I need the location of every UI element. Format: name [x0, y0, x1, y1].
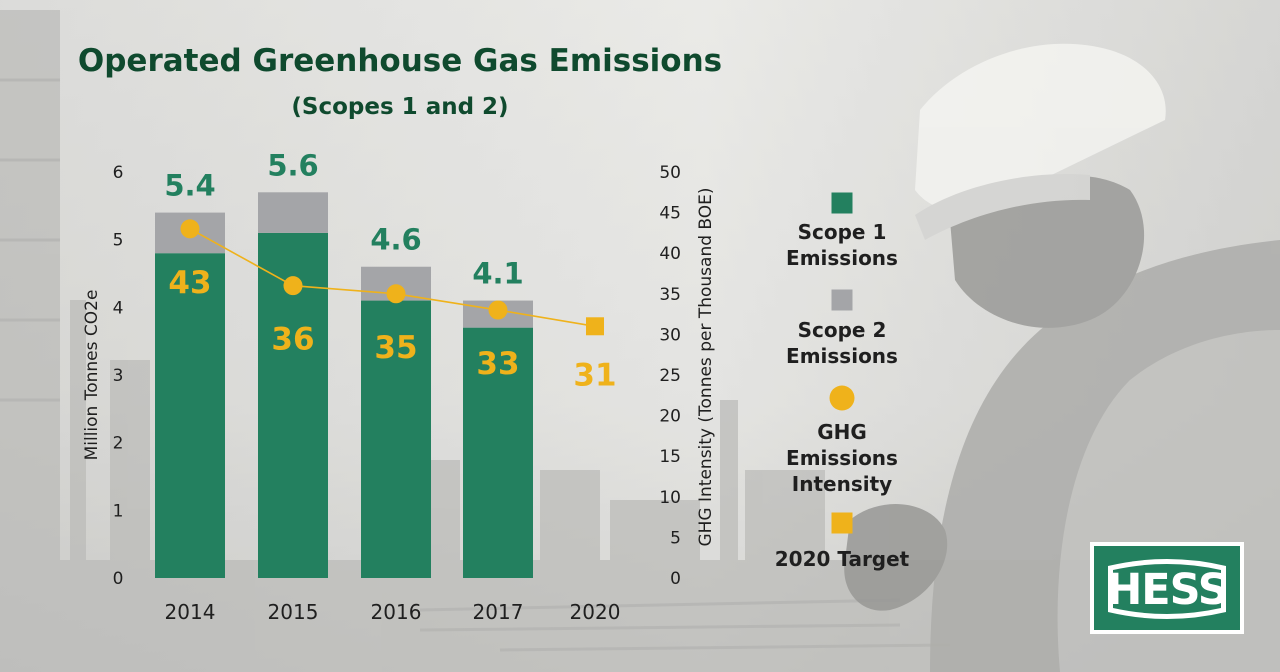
y2-tick-label: 45 — [659, 204, 681, 224]
legend-marker — [829, 385, 855, 411]
y-axis-ticks: 0 1 2 3 4 5 6 — [113, 163, 124, 589]
intensity-point — [283, 276, 303, 296]
chart-title: Operated Greenhouse Gas Emissions — [78, 43, 722, 79]
scope1-bar — [361, 300, 431, 578]
total-label: 4.1 — [472, 257, 523, 291]
x-tick-label: 2014 — [165, 600, 216, 624]
y2-tick-label: 35 — [659, 285, 681, 305]
legend-marker — [831, 289, 853, 311]
y2-tick-label: 30 — [659, 325, 681, 345]
legend-label: GHG — [817, 420, 867, 444]
total-label: 5.6 — [267, 148, 318, 182]
x-tick-label: 2016 — [371, 600, 422, 624]
y-tick-label: 3 — [113, 366, 124, 386]
y2-axis-title: GHG Intensity (Tonnes per Thousand BOE) — [696, 187, 716, 546]
legend-label: Emissions — [786, 344, 898, 368]
chart-subtitle: (Scopes 1 and 2) — [291, 94, 508, 120]
intensity-label: 33 — [476, 346, 519, 382]
scope1-bar — [463, 327, 533, 578]
legend-item: 2020 Target — [775, 512, 910, 571]
y-tick-label: 6 — [113, 163, 124, 183]
legend-label: Emissions — [786, 246, 898, 270]
x-tick-label: 2020 — [570, 600, 621, 624]
target-marker — [586, 317, 604, 336]
legend-label: Emissions — [786, 446, 898, 470]
y-tick-label: 0 — [113, 569, 124, 589]
y2-tick-label: 5 — [670, 528, 681, 548]
intensity-point — [180, 219, 200, 239]
y2-tick-label: 25 — [659, 366, 681, 386]
y2-tick-label: 40 — [659, 244, 681, 264]
y2-tick-label: 50 — [659, 163, 681, 183]
scope2-bar — [258, 192, 328, 233]
intensity-label: 43 — [168, 265, 211, 301]
legend-label: Intensity — [792, 472, 892, 496]
y-tick-label: 5 — [113, 231, 124, 251]
y2-tick-label: 20 — [659, 407, 681, 427]
intensity-point — [386, 284, 406, 304]
legend-label: Scope 1 — [798, 220, 887, 244]
intensity-label: 31 — [573, 357, 616, 393]
total-label: 4.6 — [370, 223, 421, 257]
total-label: 5.4 — [164, 169, 215, 203]
y-axis-title: Million Tonnes CO2e — [82, 290, 102, 461]
intensity-labels: 43 36 35 33 31 — [168, 265, 616, 393]
legend-label: 2020 Target — [775, 547, 910, 571]
legend-label: Scope 2 — [798, 318, 887, 342]
legend-marker — [831, 512, 853, 534]
y2-tick-label: 15 — [659, 447, 681, 467]
intensity-label: 36 — [271, 322, 314, 358]
hess-logo: HESS — [1090, 542, 1244, 634]
y2-tick-label: 0 — [670, 569, 681, 589]
legend-marker — [831, 192, 853, 214]
scope1-bar — [155, 253, 225, 578]
y2-tick-label: 10 — [659, 488, 681, 508]
x-axis-ticks: 2014 2015 2016 2017 2020 — [165, 600, 621, 624]
logo-text: HESS — [1106, 565, 1227, 615]
y2-axis-ticks: 0 5 10 15 20 25 30 35 40 45 50 — [659, 163, 681, 589]
y-tick-label: 4 — [113, 298, 124, 318]
y-tick-label: 2 — [113, 434, 124, 454]
total-labels: 5.4 5.6 4.6 4.1 — [164, 148, 523, 290]
intensity-series — [180, 219, 604, 336]
intensity-point — [488, 300, 508, 320]
intensity-label: 35 — [374, 330, 417, 366]
x-tick-label: 2017 — [473, 600, 524, 624]
x-tick-label: 2015 — [268, 600, 319, 624]
y-tick-label: 1 — [113, 501, 124, 521]
